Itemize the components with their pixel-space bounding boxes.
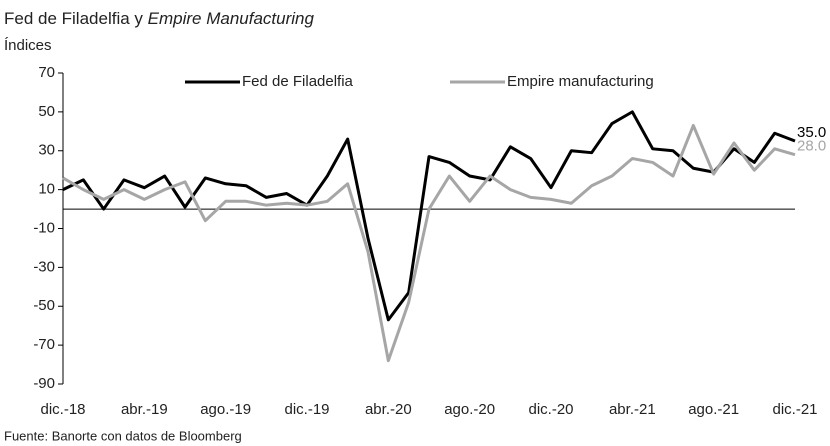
- y-tick-label: -90: [33, 375, 55, 392]
- data-label: 28.0: [797, 138, 826, 155]
- title-text: Fed de Filadelfia y: [4, 9, 143, 28]
- legend-label: Empire manufacturing: [507, 73, 654, 90]
- y-tick-label: 50: [38, 103, 55, 120]
- x-tick-label: ago.-19: [200, 401, 251, 418]
- x-tick-label: abr.-19: [121, 401, 168, 418]
- x-tick-label: dic.-20: [528, 401, 573, 418]
- y-tick-label: -50: [33, 297, 55, 314]
- y-tick-label: -70: [33, 336, 55, 353]
- x-tick-label: dic.-18: [40, 401, 85, 418]
- chart-title: Fed de Filadelfia y Empire Manufacturing: [4, 9, 314, 28]
- y-tick-label: 30: [38, 142, 55, 159]
- y-tick-label: 70: [38, 64, 55, 81]
- title-italic: Empire Manufacturing: [148, 9, 315, 28]
- x-tick-label: abr.-21: [609, 401, 656, 418]
- x-tick-label: dic.-21: [772, 401, 817, 418]
- legend-label: Fed de Filadelfia: [242, 73, 354, 90]
- x-tick-label: abr.-20: [365, 401, 412, 418]
- data-label: 35.0: [797, 124, 826, 141]
- y-tick-label: -10: [33, 219, 55, 236]
- y-tick-label: -30: [33, 258, 55, 275]
- series-line: [62, 123, 796, 363]
- x-tick-label: ago.-21: [688, 401, 739, 418]
- y-tick-label: 10: [38, 181, 55, 198]
- y-axis-label: Índices: [4, 37, 52, 54]
- source-note: Fuente: Banorte con datos de Bloomberg: [4, 428, 242, 443]
- x-tick-label: ago.-20: [444, 401, 495, 418]
- x-tick-label: dic.-19: [284, 401, 329, 418]
- series-line: [62, 110, 796, 322]
